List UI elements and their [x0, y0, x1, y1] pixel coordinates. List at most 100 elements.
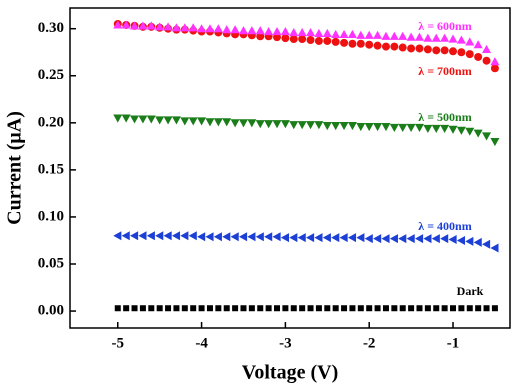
data-point [113, 20, 123, 29]
data-point [222, 25, 232, 34]
data-point [415, 44, 424, 53]
data-point [341, 305, 348, 312]
data-point [180, 117, 190, 126]
data-point [272, 232, 281, 242]
data-point [180, 231, 189, 241]
series-label: λ = 600nm [418, 19, 471, 33]
data-point [414, 32, 424, 41]
data-point [491, 305, 498, 312]
data-point [289, 121, 299, 130]
data-point [357, 305, 364, 312]
data-point [273, 33, 282, 42]
data-point [282, 305, 289, 312]
data-point [238, 232, 248, 242]
data-point [155, 22, 165, 31]
x-axis-title: Voltage (V) [242, 362, 338, 384]
data-point [347, 122, 357, 131]
data-point [264, 232, 273, 242]
data-point [389, 234, 398, 244]
data-point [215, 305, 222, 312]
data-point [366, 305, 373, 312]
data-point [188, 23, 198, 32]
data-point [306, 233, 315, 243]
data-point [373, 41, 382, 50]
data-point [247, 232, 256, 242]
series-label: λ = 400nm [418, 219, 471, 233]
data-point [113, 114, 123, 123]
data-point [146, 21, 156, 30]
data-point [238, 119, 248, 128]
data-point [190, 305, 197, 312]
data-point [188, 117, 198, 126]
data-point [222, 118, 232, 127]
data-point [197, 117, 207, 126]
data-point [297, 121, 307, 130]
data-point [297, 27, 307, 37]
data-point [339, 122, 349, 131]
data-point [307, 305, 314, 312]
y-tick-label: 0.15 [38, 161, 64, 177]
data-point [381, 122, 391, 132]
data-point [423, 33, 433, 42]
data-point [223, 305, 230, 312]
data-point [423, 234, 432, 244]
data-point [281, 34, 290, 43]
data-point [180, 23, 190, 32]
data-point [165, 305, 172, 312]
data-point [280, 27, 290, 36]
data-point [465, 50, 474, 59]
data-point [314, 233, 323, 243]
data-point [457, 48, 466, 57]
data-point [339, 233, 348, 243]
data-point [473, 129, 483, 138]
data-point [348, 39, 357, 48]
data-point [230, 25, 240, 34]
data-point [331, 37, 340, 46]
data-point [257, 305, 264, 312]
data-point [114, 305, 121, 312]
data-point [205, 232, 214, 242]
data-point [356, 233, 365, 243]
data-point [306, 121, 316, 130]
data-point [323, 36, 332, 45]
data-point [389, 31, 399, 40]
data-point [272, 27, 282, 36]
data-point [138, 115, 148, 124]
data-point [490, 138, 500, 147]
data-point [130, 231, 139, 241]
series-label: λ = 500nm [418, 110, 471, 124]
data-point [331, 233, 340, 243]
data-point [306, 36, 315, 44]
x-tick-label: -3 [279, 335, 292, 351]
data-point [381, 42, 390, 51]
data-point [121, 114, 131, 123]
data-point [373, 234, 382, 244]
data-point [331, 29, 341, 38]
y-tick-label: 0.05 [38, 255, 64, 271]
data-point [398, 31, 408, 40]
data-point [232, 305, 239, 312]
data-point [399, 305, 406, 312]
data-point [265, 305, 272, 312]
data-point [289, 233, 298, 243]
data-point [382, 305, 389, 312]
data-point [171, 23, 181, 32]
y-tick-label: 0.30 [38, 20, 64, 36]
x-tick-label: -1 [447, 335, 460, 351]
data-point [289, 27, 299, 37]
data-point [171, 231, 181, 241]
data-point [364, 30, 374, 39]
data-point [456, 35, 466, 44]
data-point [465, 37, 475, 46]
data-point [414, 123, 424, 133]
data-point [188, 231, 197, 241]
data-point [163, 22, 173, 31]
data-point [213, 24, 223, 33]
data-point [432, 46, 441, 55]
data-point [297, 233, 306, 243]
data-point [156, 305, 163, 312]
data-point [482, 44, 492, 54]
data-point [264, 120, 274, 129]
data-point [482, 132, 492, 141]
